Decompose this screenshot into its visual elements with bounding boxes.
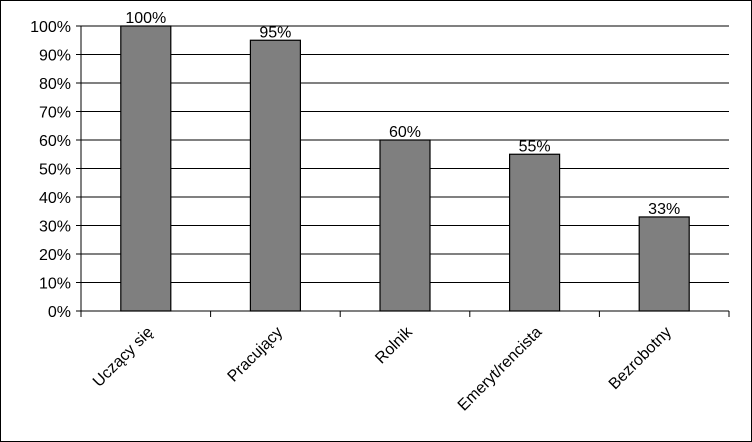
bar <box>638 216 690 312</box>
data-label: 55% <box>519 138 551 155</box>
data-label: 95% <box>259 24 291 41</box>
category-label: Bezrobotny <box>606 324 675 393</box>
y-tick-label: 20% <box>39 247 71 264</box>
bar <box>120 25 172 312</box>
y-tick-label: 50% <box>39 162 71 179</box>
y-tick-label: 30% <box>39 219 71 236</box>
data-label: 60% <box>389 124 421 141</box>
category-label: Pracujący <box>225 324 287 386</box>
category-label: Emeryt/rencista <box>455 324 546 415</box>
axis-layer: 0% 10% 20% 30% 40% 50% 60% 70% 80% 90% 100% <box>30 19 730 321</box>
y-tick-label: 100% <box>30 19 71 36</box>
y-tick-label: 10% <box>39 276 71 293</box>
y-tick-label: 70% <box>39 105 71 122</box>
bar <box>249 39 301 312</box>
y-tick-label: 0% <box>48 304 71 321</box>
bar <box>379 139 431 312</box>
category-label: Rolnik <box>372 323 416 367</box>
y-tick-label: 40% <box>39 190 71 207</box>
y-tick-label: 90% <box>39 48 71 65</box>
y-tick-label: 60% <box>39 133 71 150</box>
data-label: 100% <box>125 10 166 27</box>
bars-layer <box>120 25 690 312</box>
category-label: Uczący się <box>90 324 157 391</box>
bar <box>509 153 561 312</box>
y-tick-label: 80% <box>39 76 71 93</box>
data-label: 33% <box>648 201 680 218</box>
